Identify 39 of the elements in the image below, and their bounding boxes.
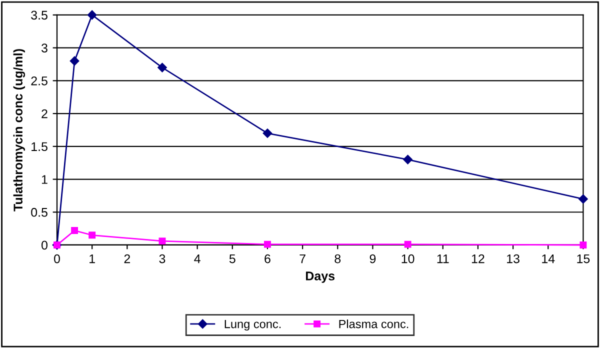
x-tick-label: 5 bbox=[229, 254, 236, 264]
x-tick-label: 12 bbox=[472, 254, 484, 264]
x-tick-label: 11 bbox=[437, 254, 449, 264]
x-tick-label: 6 bbox=[264, 254, 270, 264]
x-tick-label: 10 bbox=[402, 254, 414, 264]
point bbox=[262, 128, 272, 138]
y-tick-label: 1 bbox=[42, 175, 48, 184]
point bbox=[578, 194, 588, 204]
legend-label: Lung conc. bbox=[224, 320, 281, 331]
x-axis-title: Days bbox=[306, 272, 335, 283]
point bbox=[158, 238, 166, 245]
x-tick-label: 13 bbox=[507, 254, 520, 264]
x-tick-label: 4 bbox=[194, 254, 200, 264]
y-tick-label: 2.5 bbox=[31, 76, 48, 86]
x-tick-label: 8 bbox=[334, 254, 341, 264]
x-tick-label: 15 bbox=[577, 254, 590, 264]
x-tick-label: 0 bbox=[54, 254, 60, 264]
y-tick-label: 0 bbox=[42, 240, 48, 250]
point bbox=[264, 240, 271, 248]
point bbox=[404, 240, 412, 248]
x-tick-label: 14 bbox=[542, 254, 555, 264]
y-tick-label: 3.5 bbox=[31, 10, 48, 20]
y-axis-title: Tulathromycin conc (ug/ml) bbox=[13, 49, 26, 212]
x-tick-label: 7 bbox=[300, 254, 306, 264]
point bbox=[71, 227, 78, 234]
x-tick-label: 3 bbox=[159, 254, 166, 264]
y-tick-label: 3 bbox=[42, 44, 48, 52]
point bbox=[158, 62, 167, 72]
x-tick-label: 2 bbox=[124, 254, 130, 264]
point bbox=[87, 10, 97, 20]
y-tick-label: 1.5 bbox=[32, 142, 48, 152]
y-tick-label: 0.5 bbox=[31, 208, 48, 217]
y-tick-label: 2 bbox=[42, 109, 48, 118]
x-tick-label: 9 bbox=[370, 254, 376, 264]
point bbox=[70, 56, 80, 66]
x-tick-label: 1 bbox=[90, 254, 95, 264]
point bbox=[88, 232, 96, 239]
point bbox=[403, 154, 412, 164]
legend-label: Plasma conc. bbox=[339, 320, 408, 328]
